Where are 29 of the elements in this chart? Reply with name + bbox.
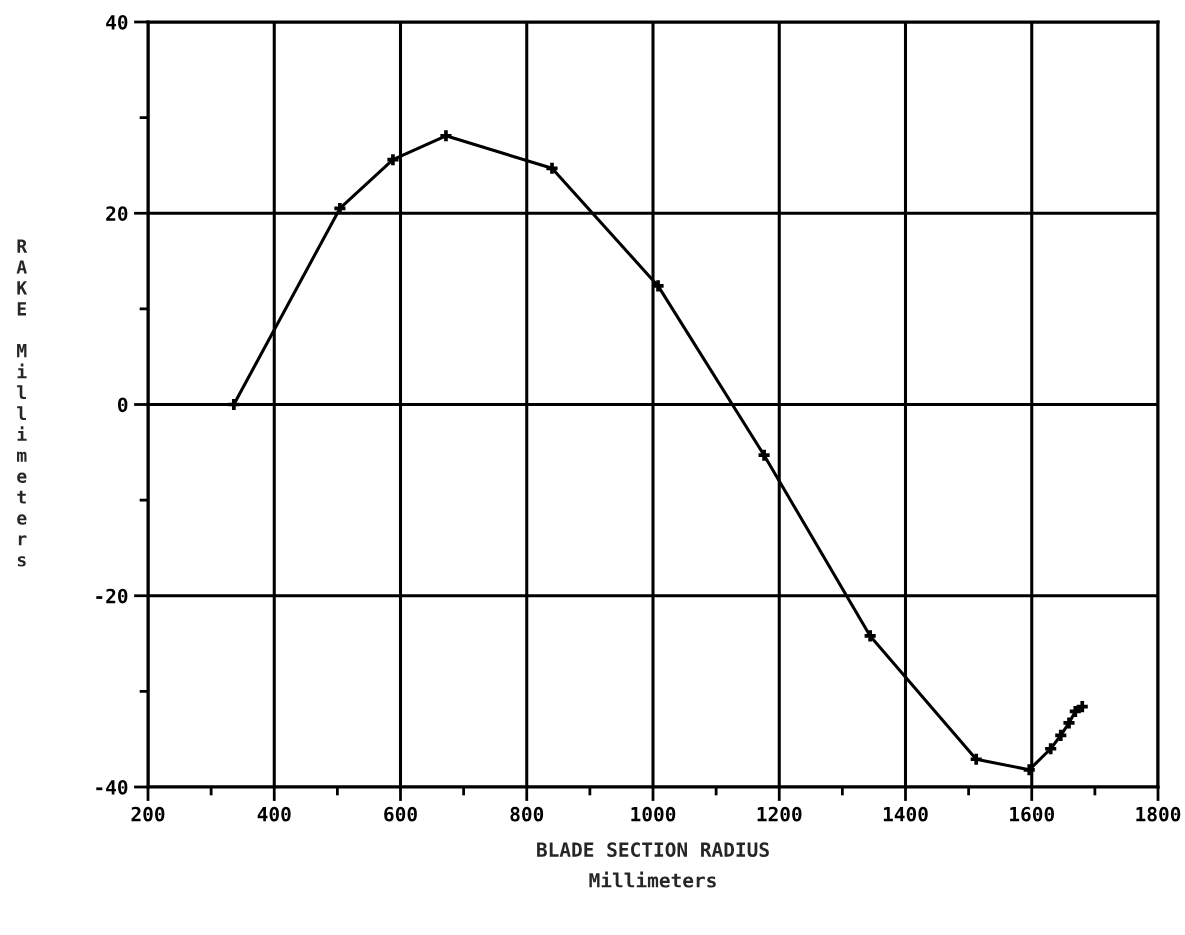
point (1076, 701, 1088, 713)
x-axis-title: BLADE SECTION RADIUS Millimeters (537, 842, 769, 888)
point (387, 154, 399, 166)
text: RAKE Millimeters (16, 239, 28, 567)
y-tick-label: 20 (106, 206, 128, 221)
x-tick-label: 200 (131, 806, 165, 822)
x-tick-label: 600 (384, 806, 417, 822)
point (970, 753, 982, 765)
y-tick-label: -40 (96, 779, 128, 795)
point (440, 130, 452, 142)
point (1069, 705, 1081, 718)
x-tick-label: 1400 (883, 806, 928, 822)
x-tick-label: 1800 (1136, 806, 1181, 822)
point (228, 398, 240, 411)
x-tick-label: 800 (510, 806, 544, 822)
point (758, 449, 770, 461)
x-tick-label: 1200 (757, 806, 802, 822)
point (864, 630, 876, 642)
point (1045, 743, 1057, 755)
x-tick-label: 1000 (631, 806, 676, 822)
x-tick-label: 1600 (1010, 806, 1054, 822)
point (1023, 764, 1035, 776)
y-tick-label: 40 (106, 14, 128, 30)
x-tick-label: 400 (257, 806, 291, 822)
point (1063, 717, 1075, 729)
point (1055, 729, 1067, 741)
point (546, 162, 558, 174)
y-tick-label: 0 (118, 397, 128, 413)
y-tick-label: -20 (96, 588, 128, 604)
